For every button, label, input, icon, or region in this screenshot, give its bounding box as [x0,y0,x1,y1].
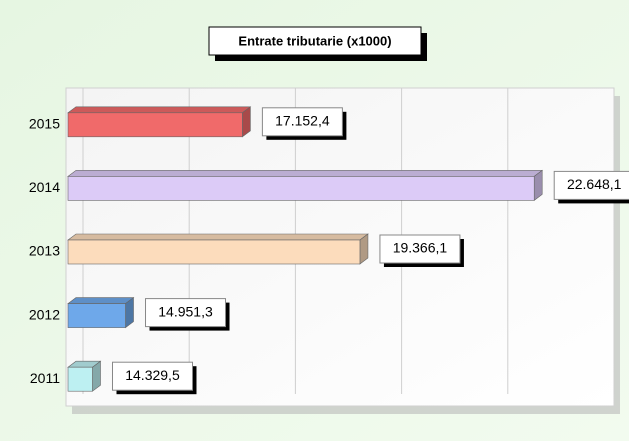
label-box [261,107,343,137]
data-label: 17.152,4 [275,113,330,129]
bar-front [67,176,535,201]
data-label: 22.648,1 [567,176,622,192]
label-box [145,298,227,328]
y-tick-label: 2015 [29,116,60,132]
bar-top [67,233,369,241]
bar [67,169,544,201]
y-tick-label: 2012 [29,306,60,322]
bar-top [67,297,135,304]
y-tick-label: 2014 [29,179,60,195]
bar [67,360,102,392]
bar [67,297,135,329]
chart-title: Entrate tributarie (x1000) [238,33,391,48]
y-tick-label: 2011 [30,370,60,386]
bar-front [67,303,126,328]
y-tick-label: 2013 [29,243,60,259]
bar-top [67,170,544,177]
bar-front [67,239,361,265]
bar-front [67,366,93,392]
data-label: 14.951,3 [158,303,213,319]
data-label: 14.329,5 [125,367,180,383]
bar-top [67,106,252,114]
label-box [111,361,193,391]
bar [67,233,369,265]
bar [67,106,252,138]
label-box [379,234,461,264]
bar-front [67,112,243,138]
title-box [208,26,422,56]
label-box [553,170,629,200]
data-label: 19.366,1 [393,240,448,256]
